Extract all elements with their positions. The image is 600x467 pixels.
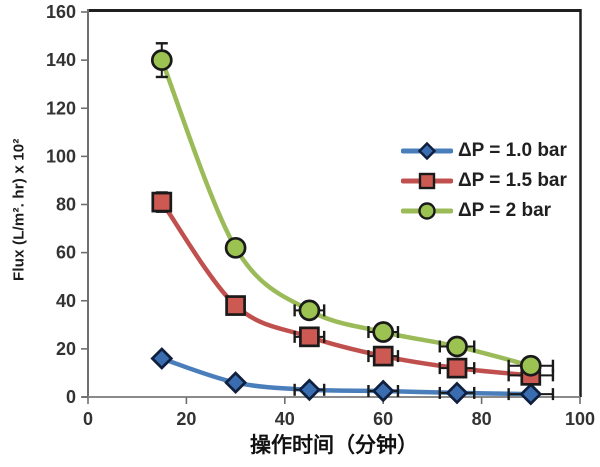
- data-point-diamond: [371, 379, 395, 403]
- y-tick-label: 20: [56, 339, 76, 359]
- legend-square-icon: [418, 172, 436, 190]
- x-tick-label: 0: [83, 409, 93, 429]
- series-1: [151, 191, 555, 386]
- y-tick-label: 40: [56, 291, 76, 311]
- series-0: [150, 347, 555, 406]
- y-tick-label: 100: [46, 146, 76, 166]
- data-point-circle: [519, 354, 542, 377]
- legend: ΔP = 1.0 bar ΔP = 1.5 bar ΔP = 2 bar: [400, 136, 586, 226]
- legend-item-dp-1-5-bar: ΔP = 1.5 bar: [400, 166, 586, 196]
- y-tick-label: 160: [46, 2, 76, 22]
- data-point-square: [446, 357, 468, 379]
- data-point-square: [151, 191, 173, 213]
- data-point-diamond: [150, 347, 174, 370]
- legend-marker-circle-icon: [400, 200, 454, 222]
- y-tick-label: 140: [46, 50, 76, 70]
- y-tick-label: 80: [56, 195, 76, 215]
- legend-label: ΔP = 1.5 bar: [458, 170, 567, 191]
- legend-marker-square-icon: [400, 170, 454, 192]
- legend-marker-diamond-icon: [400, 140, 454, 162]
- data-point-square: [372, 345, 394, 367]
- legend-diamond-icon: [417, 141, 437, 161]
- legend-label: ΔP = 1.0 bar: [458, 140, 567, 161]
- x-tick-label: 80: [472, 409, 492, 429]
- data-point-square: [225, 295, 246, 316]
- legend-marker: [418, 202, 436, 220]
- y-axis-label: Flux (L/m². hr) x 10²: [10, 138, 28, 282]
- series-line: [159, 356, 534, 397]
- x-tick-label: 20: [176, 409, 196, 429]
- legend-sample-svg: [400, 141, 454, 161]
- x-tick-label: 60: [373, 409, 393, 429]
- data-point-diamond: [297, 378, 321, 402]
- legend-circle-icon: [418, 202, 436, 220]
- x-axis-label: 操作时间（分钟）: [250, 434, 418, 457]
- legend-sample-svg: [400, 202, 454, 220]
- legend-item-dp-1-0-bar: ΔP = 1.0 bar: [400, 136, 586, 166]
- legend-label: ΔP = 2 bar: [458, 200, 552, 221]
- data-point-diamond: [445, 381, 469, 405]
- data-point-square: [299, 326, 320, 348]
- data-point-circle: [224, 236, 247, 259]
- legend-sample-svg: [400, 172, 454, 190]
- data-point-circle: [150, 49, 173, 71]
- x-tick-group: 0 20 40 60 80 100: [83, 397, 595, 429]
- data-point-circle: [446, 335, 468, 358]
- legend-item-dp-2-bar: ΔP = 2 bar: [400, 196, 586, 226]
- y-tick-label: 60: [56, 243, 76, 263]
- series-2: [150, 42, 555, 377]
- data-point-circle: [298, 299, 321, 322]
- data-point-diamond: [519, 382, 543, 406]
- y-tick-group: 0 20 40 60 80 100 120 140 160: [46, 2, 88, 407]
- legend-marker: [417, 141, 437, 161]
- y-tick-label: 120: [46, 98, 76, 118]
- x-tick-label: 40: [275, 409, 295, 429]
- y-tick-label: 0: [66, 387, 76, 407]
- data-point-diamond: [224, 371, 248, 394]
- data-point-circle: [372, 321, 395, 343]
- legend-marker: [418, 172, 436, 190]
- x-tick-label: 100: [565, 409, 595, 429]
